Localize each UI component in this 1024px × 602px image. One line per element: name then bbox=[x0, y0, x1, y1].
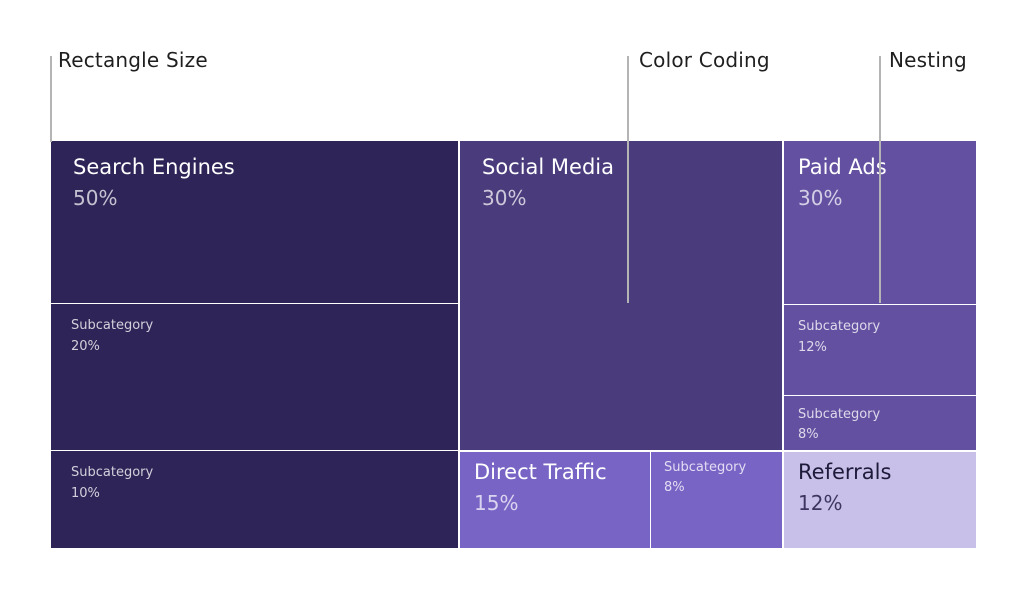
tile-search-engines: Search Engines 50% bbox=[51, 141, 458, 303]
tile-label: Subcategory bbox=[71, 318, 154, 333]
tile-search-subcategory: Subcategory 20% bbox=[51, 304, 458, 450]
callout-color-coding: Color Coding bbox=[639, 48, 770, 72]
tile-search-subcategory: Subcategory 10% bbox=[51, 451, 458, 548]
tile-value: 8% bbox=[798, 427, 819, 442]
tile-value: 8% bbox=[664, 480, 685, 495]
tile-value: 12% bbox=[798, 340, 827, 355]
tile-label: Subcategory bbox=[71, 465, 154, 480]
callout-line-rectangle-size bbox=[50, 56, 52, 142]
callout-rectangle-size: Rectangle Size bbox=[58, 48, 208, 72]
tile-value: 50% bbox=[73, 186, 118, 210]
tile-value: 12% bbox=[798, 491, 843, 515]
tile-value: 20% bbox=[71, 339, 100, 354]
treemap: Search Engines 50% Subcategory 20% Subca… bbox=[51, 141, 976, 548]
tile-label: Subcategory bbox=[798, 319, 881, 334]
callout-nesting: Nesting bbox=[889, 48, 967, 72]
tile-value: 30% bbox=[482, 186, 527, 210]
callout-line-nesting bbox=[879, 56, 881, 303]
tile-paid-subcategory: Subcategory 8% bbox=[784, 396, 976, 450]
tile-value: 10% bbox=[71, 486, 100, 501]
tile-value: 15% bbox=[474, 491, 519, 515]
tile-label: Direct Traffic bbox=[474, 460, 607, 484]
tile-paid-subcategory: Subcategory 12% bbox=[784, 305, 976, 395]
tile-social-media: Social Media 30% bbox=[460, 141, 782, 450]
tile-direct-subcategory: Subcategory 8% bbox=[651, 452, 782, 548]
tile-label: Paid Ads bbox=[798, 155, 887, 179]
callout-line-color-coding bbox=[627, 56, 629, 303]
tile-label: Social Media bbox=[482, 155, 615, 179]
tile-direct-traffic: Direct Traffic 15% bbox=[460, 452, 650, 548]
tile-value: 30% bbox=[798, 186, 843, 210]
tile-referrals: Referrals 12% bbox=[784, 452, 976, 548]
tile-label: Referrals bbox=[798, 460, 892, 484]
tile-label: Search Engines bbox=[73, 155, 235, 179]
tile-label: Subcategory bbox=[664, 460, 747, 475]
tile-label: Subcategory bbox=[798, 407, 881, 422]
